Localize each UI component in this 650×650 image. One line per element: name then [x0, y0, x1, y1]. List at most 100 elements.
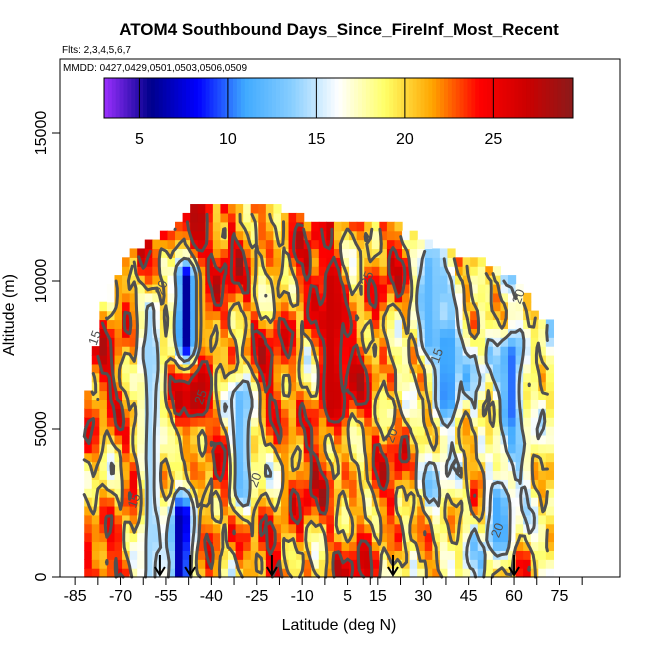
heatmap-cell [122, 381, 131, 392]
heatmap-cell [523, 417, 532, 427]
heatmap-cell [159, 346, 169, 356]
colorbar-segment [318, 78, 324, 118]
colorbar-segment [264, 78, 269, 118]
heatmap-cell [235, 541, 244, 551]
heatmap-cell [129, 248, 138, 258]
heatmap-cell [137, 328, 146, 338]
heatmap-cell [152, 452, 161, 463]
heatmap-cell [228, 212, 237, 223]
colorbar-segment [553, 78, 558, 118]
heatmap-cell [182, 426, 191, 436]
heatmap-cell [379, 426, 388, 436]
heatmap-cell [492, 310, 502, 321]
heatmap-cell [159, 363, 169, 374]
colorbar-segment [510, 78, 515, 118]
heatmap-cell [477, 381, 486, 392]
heatmap-cell [409, 443, 418, 454]
heatmap-cell [432, 479, 441, 489]
heatmap-cell [91, 355, 100, 365]
heatmap-cell [159, 568, 169, 578]
heatmap-cell [477, 426, 486, 436]
heatmap-cell [175, 275, 184, 285]
heatmap-cell [243, 390, 252, 400]
heatmap-cell [296, 461, 305, 472]
heatmap-cell [197, 346, 206, 356]
heatmap-cell [447, 488, 456, 498]
heatmap-cell [220, 292, 229, 303]
heatmap-cell [477, 346, 486, 356]
colorbar-segment [139, 78, 144, 118]
heatmap-cell [296, 532, 305, 543]
heatmap-cell [462, 257, 471, 267]
heatmap-cell [235, 559, 244, 569]
colorbar-segment [127, 78, 132, 118]
heatmap-cell [205, 470, 214, 480]
heatmap-cell [311, 479, 320, 489]
heatmap-cell [303, 488, 312, 498]
heatmap-cell [265, 532, 275, 543]
colorbar-segment [236, 78, 242, 118]
heatmap-cell [114, 337, 123, 347]
colorbar-segment [178, 78, 183, 118]
heatmap-cell [432, 568, 441, 578]
heatmap-cell [243, 239, 252, 250]
heatmap-cell [394, 541, 403, 551]
heatmap-cell [250, 550, 259, 560]
colorbar-segment [244, 78, 250, 118]
heatmap-cell [455, 257, 464, 267]
heatmap-cell [250, 452, 259, 463]
heatmap-cell [220, 550, 229, 560]
heatmap-cell [500, 479, 509, 489]
heatmap-cell [296, 292, 305, 303]
heatmap-cell [235, 470, 244, 480]
colorbar-segment [373, 78, 379, 118]
heatmap-cell [182, 479, 191, 489]
heatmap-cell [424, 568, 433, 578]
heatmap-cell [296, 426, 305, 436]
heatmap-cell [235, 283, 244, 294]
heatmap-cell [364, 301, 373, 312]
heatmap-cell [190, 204, 199, 214]
heatmap-cell [197, 408, 206, 418]
heatmap-cell [326, 452, 335, 463]
heatmap-cell [190, 399, 199, 409]
heatmap-cell [447, 328, 456, 338]
heatmap-cell [167, 337, 176, 347]
heatmap-cell [477, 257, 486, 267]
heatmap-cell [190, 372, 199, 383]
heatmap-cell [341, 559, 350, 569]
heatmap-cell [326, 470, 335, 480]
heatmap-cell [341, 417, 350, 427]
heatmap-cell [84, 550, 93, 560]
heatmap-cell [379, 550, 388, 560]
colorbar-segment [354, 78, 359, 118]
colorbar-segment [268, 78, 273, 118]
heatmap-cell [182, 319, 191, 329]
heatmap-cell [545, 346, 555, 356]
heatmap-cell [228, 541, 237, 551]
heatmap-cell [508, 443, 517, 454]
heatmap-cell [280, 426, 290, 436]
heatmap-cell [470, 292, 479, 303]
heatmap-cell [424, 372, 433, 383]
heatmap-cell [152, 301, 161, 312]
heatmap-cell [265, 505, 275, 516]
heatmap-cell [159, 479, 169, 489]
heatmap-cell [175, 488, 184, 498]
heatmap-cell [197, 399, 206, 409]
heatmap-cell [167, 257, 176, 267]
heatmap-cell [220, 319, 229, 329]
heatmap-cell [326, 337, 335, 347]
heatmap-cell [439, 275, 449, 285]
heatmap-cell [462, 381, 471, 392]
heatmap-cell [197, 443, 206, 454]
heatmap-cell [228, 283, 237, 294]
heatmap-cell [523, 381, 532, 392]
heatmap-cell [500, 470, 509, 480]
heatmap-cell [235, 230, 244, 241]
x-tick-label: -25 [245, 588, 268, 605]
heatmap-cell [371, 452, 380, 463]
colorbar-segment [549, 78, 554, 118]
heatmap-cell [84, 559, 93, 569]
heatmap-cell [432, 257, 441, 267]
